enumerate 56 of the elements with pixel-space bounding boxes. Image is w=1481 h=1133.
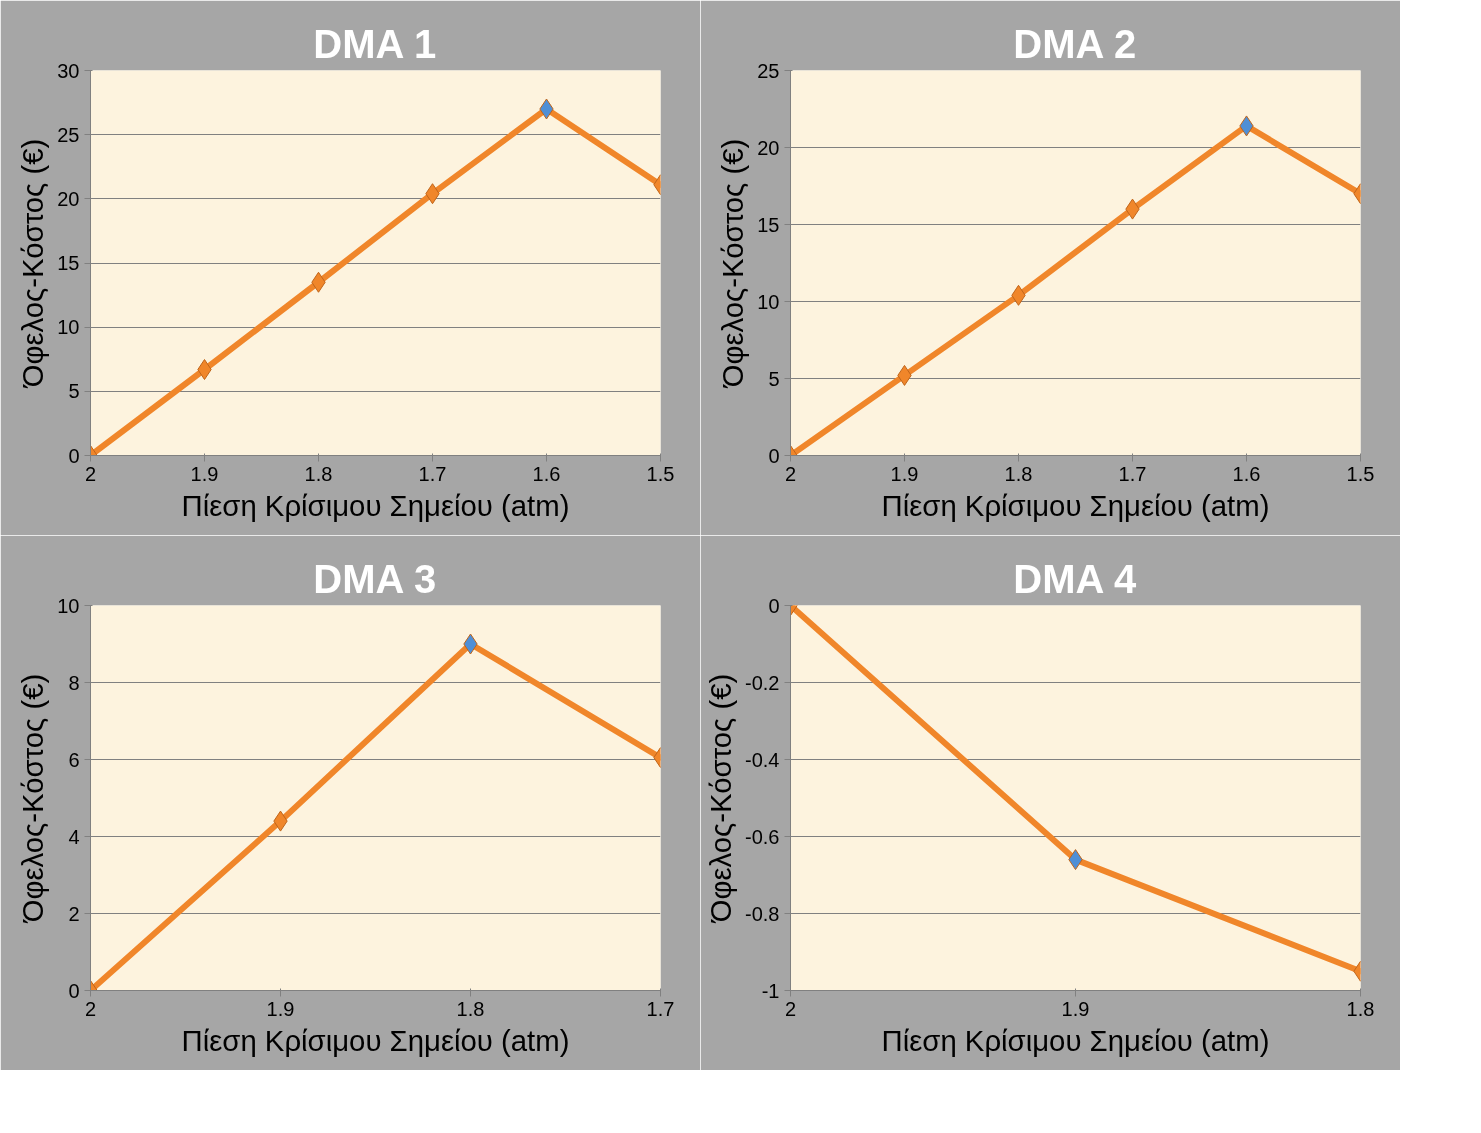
x-tick-label: 1.7 bbox=[418, 462, 447, 485]
y-tick-label: 10 bbox=[57, 594, 80, 617]
y-tick-label: 0 bbox=[768, 444, 780, 467]
x-tick-label: 1.7 bbox=[646, 997, 675, 1020]
x-tick-label: 1.9 bbox=[890, 462, 919, 485]
y-tick-label: -0.4 bbox=[745, 748, 780, 771]
y-tick-label: 0 bbox=[68, 444, 80, 467]
y-axis-title: Όφελος-Κόστος (€) bbox=[704, 673, 738, 924]
y-tick-label: 10 bbox=[57, 316, 80, 339]
x-tick-label: 1.5 bbox=[646, 462, 675, 485]
y-tick-label: 8 bbox=[68, 671, 80, 694]
x-tick-label: 1.9 bbox=[190, 462, 219, 485]
y-tick-label: 15 bbox=[757, 213, 780, 236]
y-tick-label: -0.6 bbox=[745, 825, 780, 848]
x-tick-label: 1.9 bbox=[1061, 997, 1090, 1020]
y-tick-label: -1 bbox=[761, 979, 780, 1002]
chart-title: DMA 4 bbox=[1013, 556, 1137, 601]
y-tick-label: 10 bbox=[757, 290, 780, 313]
chart-title: DMA 3 bbox=[313, 556, 437, 601]
y-tick-label: 25 bbox=[757, 59, 780, 82]
y-axis-title: Όφελος-Κόστος (€) bbox=[716, 138, 750, 389]
x-axis-title: Πίεση Κρίσιμου Σημείου (atm) bbox=[181, 1023, 570, 1057]
x-tick-label: 1.9 bbox=[266, 997, 295, 1020]
x-axis-title: Πίεση Κρίσιμου Σημείου (atm) bbox=[181, 488, 570, 522]
y-tick-label: 25 bbox=[57, 123, 80, 146]
x-tick-label: 2 bbox=[784, 462, 797, 485]
y-tick-label: 5 bbox=[68, 380, 80, 403]
y-tick-label: 20 bbox=[757, 136, 780, 159]
x-tick-label: 1.6 bbox=[532, 462, 561, 485]
x-tick-label: 2 bbox=[784, 997, 797, 1020]
y-tick-label: -0.8 bbox=[745, 902, 780, 925]
x-tick-label: 1.7 bbox=[1118, 462, 1147, 485]
y-tick-label: 0 bbox=[768, 594, 780, 617]
y-tick-label: 20 bbox=[57, 187, 80, 210]
chart-title: DMA 2 bbox=[1013, 21, 1137, 66]
x-tick-label: 1.5 bbox=[1346, 462, 1375, 485]
x-tick-label: 1.8 bbox=[1346, 997, 1375, 1020]
x-tick-label: 1.8 bbox=[1004, 462, 1033, 485]
chart-title: DMA 1 bbox=[313, 21, 437, 66]
y-tick-label: 5 bbox=[768, 367, 780, 390]
y-tick-label: 6 bbox=[68, 748, 80, 771]
x-tick-label: 2 bbox=[84, 997, 97, 1020]
x-axis-title: Πίεση Κρίσιμου Σημείου (atm) bbox=[881, 488, 1270, 522]
x-axis-title: Πίεση Κρίσιμου Σημείου (atm) bbox=[881, 1023, 1270, 1057]
y-tick-label: 2 bbox=[68, 902, 80, 925]
y-tick-label: 30 bbox=[57, 59, 80, 82]
y-axis-title: Όφελος-Κόστος (€) bbox=[16, 138, 50, 389]
x-tick-label: 1.8 bbox=[456, 997, 485, 1020]
x-tick-label: 1.6 bbox=[1232, 462, 1261, 485]
y-tick-label: 15 bbox=[57, 252, 80, 274]
x-tick-label: 2 bbox=[84, 462, 97, 485]
y-tick-label: -0.2 bbox=[745, 671, 780, 694]
y-axis-title: Όφελος-Κόστος (€) bbox=[16, 673, 50, 924]
y-tick-label: 4 bbox=[68, 825, 80, 848]
x-tick-label: 1.8 bbox=[304, 462, 333, 485]
y-tick-label: 0 bbox=[68, 979, 80, 1002]
